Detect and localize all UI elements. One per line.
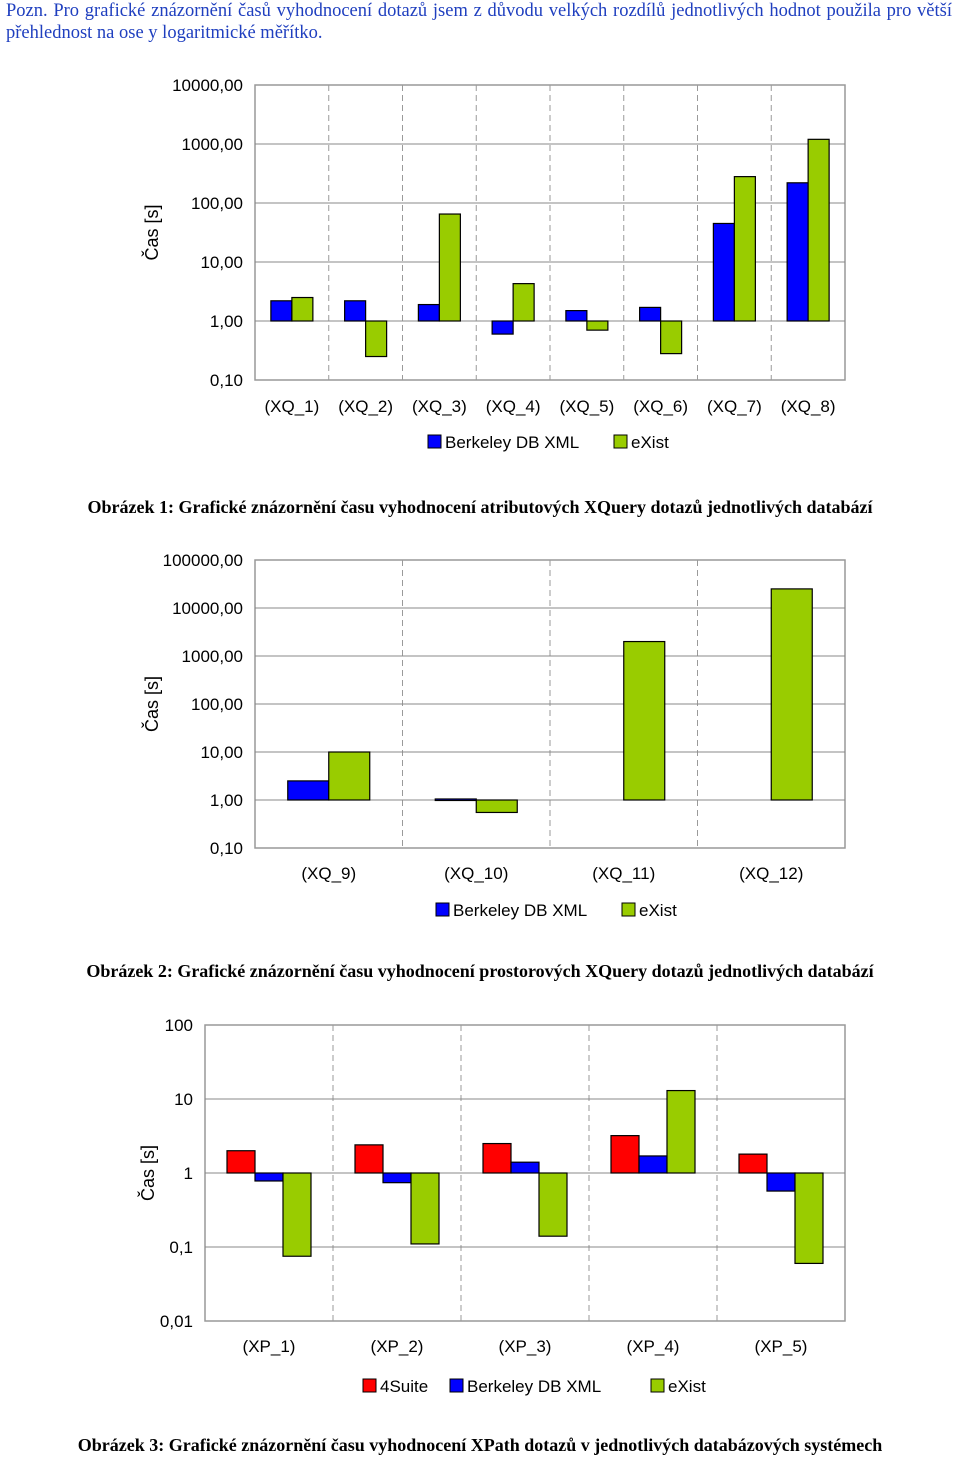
chart-xpath: 100 10 1 0,1 0,01 Čas [s] (XP_1) (XP_2) (XP_3) (X… xyxy=(137,1016,846,1396)
chart-xq-spatial: 100000,00 10000,00 1000,00 100,00 10,00 1,00 0… xyxy=(141,551,846,920)
note-lead: Pozn. xyxy=(6,1,48,21)
legend-swatch-exist xyxy=(650,1378,665,1393)
bar-exist-xp-4 xyxy=(666,1089,696,1174)
x-tick-label: (XQ_3) xyxy=(412,397,467,416)
legend-label-exist: eXist xyxy=(639,901,677,920)
x-tick-label: (XQ_7) xyxy=(707,397,762,416)
note-text: Pro grafické znázornění časů vyhodnocení… xyxy=(6,1,952,43)
legend-swatch-berkeley-db-xml xyxy=(427,434,442,449)
y-tick-label: 0,10 xyxy=(210,371,243,390)
legend-swatch-berkeley-db-xml xyxy=(435,902,450,917)
y-tick-label: 0,1 xyxy=(169,1238,193,1257)
bar-exist-xq-11 xyxy=(623,640,666,801)
chart-xq-attribute: 10000,00 1000,00 100,00 10,00 1,00 0,10 Čas [s… xyxy=(141,76,846,452)
x-tick-label: (XP_4) xyxy=(627,1337,680,1356)
y-tick-label: 100 xyxy=(165,1016,193,1035)
bar-berkeley-db-xml-xp-3 xyxy=(510,1161,540,1174)
bar-exist-xq-7 xyxy=(733,176,756,322)
legend-swatch-4suite xyxy=(362,1378,377,1393)
y-tick-label: 10,00 xyxy=(200,743,243,762)
y-axis-label: Čas [s] xyxy=(141,204,162,260)
bar-exist-xq-6 xyxy=(660,320,683,355)
bar-berkeley-db-xml-xq-2 xyxy=(344,300,367,322)
x-tick-label: (XQ_4) xyxy=(486,397,541,416)
bar-exist-xq-1 xyxy=(291,296,314,322)
bar-exist-xq-5 xyxy=(586,320,609,331)
y-tick-label: 1000,00 xyxy=(182,647,243,666)
x-tick-label: (XQ_10) xyxy=(444,864,508,883)
bar-berkeley-db-xml-xq-6 xyxy=(639,306,662,322)
y-tick-label: 10,00 xyxy=(200,253,243,272)
y-tick-label: 1,00 xyxy=(210,312,243,331)
bar-exist-xq-12 xyxy=(770,588,813,801)
bar-exist-xq-10 xyxy=(475,799,518,814)
caption-figure-3: Obrázek 3: Grafické znázornění času vyho… xyxy=(77,1435,883,1455)
bar-berkeley-db-xml-xq-8 xyxy=(786,182,809,322)
x-tick-label: (XQ_5) xyxy=(559,397,614,416)
legend-swatch-berkeley-db-xml xyxy=(449,1378,464,1393)
legend-swatch-exist xyxy=(621,902,636,917)
bar-berkeley-db-xml-xp-2 xyxy=(382,1172,412,1184)
x-tick-label: (XP_5) xyxy=(755,1337,808,1356)
bar-berkeley-db-xml-xq-1 xyxy=(270,300,293,322)
y-tick-label: 10000,00 xyxy=(172,599,243,618)
x-tick-label: (XP_1) xyxy=(243,1337,296,1356)
legend-label-berkeley-db-xml: Berkeley DB XML xyxy=(445,433,579,452)
legend-label-exist: eXist xyxy=(631,433,669,452)
y-tick-label: 0,10 xyxy=(210,839,243,858)
bar-exist-xp-2 xyxy=(410,1172,440,1245)
legend-swatch-exist xyxy=(613,434,628,449)
y-tick-label: 1 xyxy=(184,1164,193,1183)
bar-berkeley-db-xml-xq-4 xyxy=(491,320,514,335)
caption-figure-1: Obrázek 1: Grafické znázornění času vyho… xyxy=(87,497,873,517)
y-axis-label: Čas [s] xyxy=(137,1145,158,1201)
x-tick-label: (XQ_12) xyxy=(739,864,803,883)
bar-exist-xq-4 xyxy=(512,283,535,322)
y-tick-label: 0,01 xyxy=(160,1312,193,1331)
bar-exist-xq-3 xyxy=(438,213,461,322)
legend-label-berkeley-db-xml: Berkeley DB XML xyxy=(453,901,587,920)
bar-berkeley-db-xml-xp-5 xyxy=(766,1172,796,1192)
bar-exist-xq-2 xyxy=(365,320,388,358)
bar-berkeley-db-xml-xq-10 xyxy=(434,798,477,802)
x-tick-label: (XP_2) xyxy=(371,1337,424,1356)
bar-exist-xp-5 xyxy=(794,1172,824,1265)
x-tick-label: (XQ_11) xyxy=(592,864,655,883)
bar-4suite-xp-2 xyxy=(354,1144,384,1174)
y-tick-label: 100,00 xyxy=(191,194,243,213)
bar-4suite-xp-4 xyxy=(610,1135,640,1174)
legend-label-4suite: 4Suite xyxy=(380,1377,428,1396)
x-tick-label: (XQ_8) xyxy=(781,397,836,416)
bar-berkeley-db-xml-xp-1 xyxy=(254,1172,284,1182)
note-paragraph: Pozn. Pro grafické znázornění časů vyhod… xyxy=(6,0,952,44)
y-tick-label: 10 xyxy=(174,1090,193,1109)
bar-exist-xq-9 xyxy=(328,751,371,801)
legend-label-berkeley-db-xml: Berkeley DB XML xyxy=(467,1377,601,1396)
bar-berkeley-db-xml-xq-5 xyxy=(565,310,588,322)
y-tick-label: 100,00 xyxy=(191,695,243,714)
x-tick-label: (XQ_2) xyxy=(338,397,393,416)
bar-exist-xp-3 xyxy=(538,1172,568,1237)
x-tick-label: (XQ_6) xyxy=(633,397,688,416)
bar-exist-xp-1 xyxy=(282,1172,312,1257)
bar-berkeley-db-xml-xq-9 xyxy=(287,780,330,801)
bar-4suite-xp-5 xyxy=(738,1153,768,1174)
legend-label-exist: eXist xyxy=(668,1377,706,1396)
bar-berkeley-db-xml-xq-3 xyxy=(417,303,440,322)
y-tick-label: 10000,00 xyxy=(172,76,243,95)
bar-4suite-xp-1 xyxy=(226,1150,256,1174)
bar-berkeley-db-xml-xq-7 xyxy=(712,222,735,322)
y-tick-label: 100000,00 xyxy=(163,551,243,570)
x-tick-label: (XP_3) xyxy=(499,1337,552,1356)
caption-figure-2: Obrázek 2: Grafické znázornění času vyho… xyxy=(86,961,874,981)
bar-4suite-xp-3 xyxy=(482,1142,512,1174)
y-tick-label: 1,00 xyxy=(210,791,243,810)
y-axis-label: Čas [s] xyxy=(141,676,162,732)
x-tick-label: (XQ_1) xyxy=(264,397,319,416)
bar-exist-xq-8 xyxy=(807,138,830,322)
y-tick-label: 1000,00 xyxy=(182,135,243,154)
bar-berkeley-db-xml-xp-4 xyxy=(638,1155,668,1174)
x-tick-label: (XQ_9) xyxy=(301,864,356,883)
